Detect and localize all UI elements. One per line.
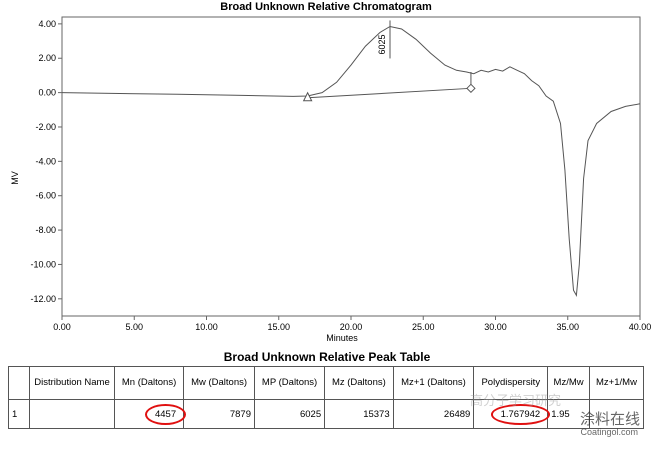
watermark-logo: 涂料在线 — [579, 411, 640, 428]
x-tick-label-5: 25.00 — [412, 322, 435, 332]
header-mz: Mz (Daltons) — [324, 366, 394, 400]
y-tick-label-3: -2.00 — [35, 122, 56, 132]
chromatogram-chart: Broad Unknown Relative Chromatogram 4.00… — [10, 1, 651, 343]
x-tick-label-7: 35.00 — [556, 322, 579, 332]
header-mz1-mw: Mz+1/Mw — [588, 366, 645, 400]
x-axis: 0.00 5.00 10.00 15.00 20.00 25.00 30.00 35.00 40… — [53, 316, 651, 332]
peak-baseline — [307, 87, 471, 99]
baseline-start-marker — [302, 91, 313, 102]
y-tick-label-5: -6.00 — [35, 191, 56, 201]
y-axis-label: MV — [10, 171, 20, 185]
cell-distribution-name — [29, 399, 115, 429]
x-tick-label-2: 10.00 — [195, 322, 218, 332]
y-tick-label-6: -8.00 — [35, 225, 56, 235]
peak-marker: 6025 — [377, 20, 391, 59]
table-header-row: Distribution Name Mn (Daltons) Mw (Dalto… — [8, 366, 645, 400]
peak-table: Distribution Name Mn (Daltons) Mw (Dalto… — [8, 366, 645, 429]
y-tick-label-4: -4.00 — [35, 156, 56, 166]
x-tick-label-1: 5.00 — [125, 322, 143, 332]
cell-mn-highlight: 4457 — [144, 403, 187, 425]
header-polydispersity: Polydispersity — [473, 366, 549, 400]
peak-label: 6025 — [377, 34, 387, 54]
cell-polydispersity: 1.767942 — [473, 399, 551, 429]
header-index — [8, 366, 30, 400]
cell-index: 1 — [8, 399, 30, 429]
watermark-faint: 高分子学习研究 — [470, 393, 562, 408]
x-tick-label-8: 40.00 — [629, 322, 652, 332]
peak-table-title: Broad Unknown Relative Peak Table — [223, 350, 431, 364]
y-tick-label-7: -10.00 — [30, 259, 56, 269]
header-mw: Mw (Daltons) — [183, 366, 255, 400]
cell-mn: 4457 — [113, 399, 187, 429]
chart-title: Broad Unknown Relative Chromatogram — [220, 1, 432, 13]
header-mn: Mn (Daltons) — [113, 366, 185, 400]
chromatogram-trace — [61, 25, 641, 298]
watermark-url: Coatingol.com — [580, 427, 638, 437]
y-tick-label-8: -12.00 — [30, 294, 56, 304]
x-tick-label-4: 20.00 — [340, 322, 363, 332]
cell-mz: 15373 — [324, 399, 394, 429]
baseline-markers — [302, 71, 476, 102]
x-tick-label-6: 30.00 — [484, 322, 507, 332]
x-tick-label-0: 0.00 — [53, 322, 71, 332]
header-mz1: Mz+1 (Daltons) — [392, 366, 475, 400]
x-tick-label-3: 15.00 — [267, 322, 290, 332]
table-row: 1 4457 7879 6025 15373 26489 1.767942 1.… — [8, 399, 645, 429]
cell-mw: 7879 — [183, 399, 255, 429]
cell-mp: 6025 — [253, 399, 326, 429]
cell-mz1: 26489 — [392, 399, 475, 429]
y-tick-label-2: 0.00 — [38, 88, 56, 98]
header-mp: MP (Daltons) — [253, 366, 326, 400]
baseline-end-marker — [466, 83, 476, 94]
plot-frame — [61, 16, 641, 317]
cell-pd-highlight: 1.767942 — [490, 403, 551, 425]
y-tick-label-1: 2.00 — [38, 53, 56, 63]
cell-mz1-mw — [588, 399, 645, 429]
y-tick-label-0: 4.00 — [38, 19, 56, 29]
x-axis-label: Minutes — [326, 333, 358, 343]
header-distribution-name: Distribution Name — [29, 366, 115, 400]
y-axis: 4.00 2.00 0.00 -2.00 -4.00 -6.00 -8.00 -10.00 -1… — [30, 19, 62, 304]
